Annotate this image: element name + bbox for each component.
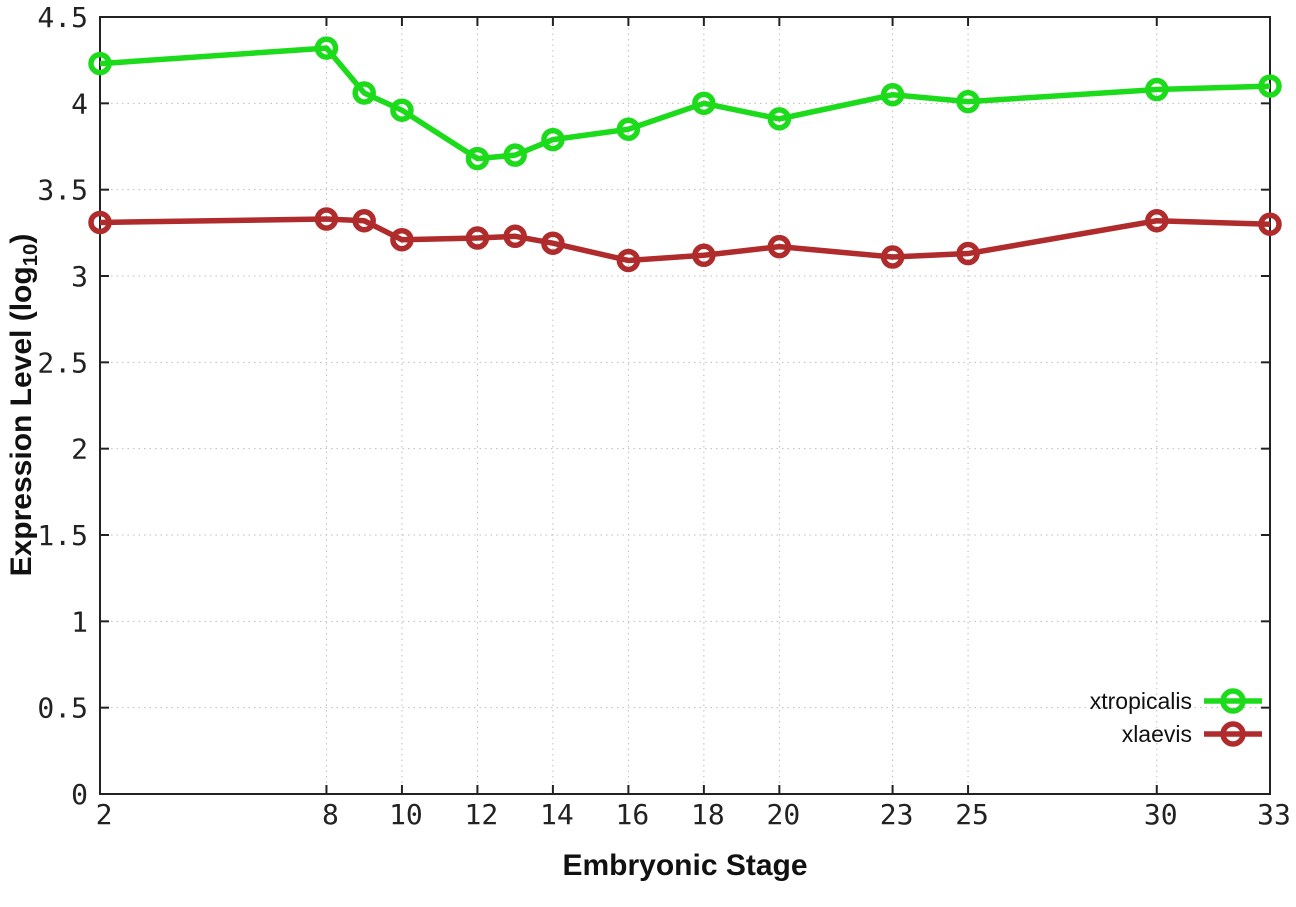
legend-item-xtropicalis: xtropicalis — [1090, 688, 1262, 714]
data-point-marker — [465, 146, 490, 171]
data-point-marker — [767, 107, 792, 131]
y-tick-label: 4.5 — [37, 1, 88, 34]
tick-marks — [99, 16, 1271, 795]
y-tick-label: 3.5 — [37, 174, 88, 207]
x-tick-label: 30 — [1144, 798, 1178, 831]
data-point-marker — [880, 245, 905, 269]
series-xtropicalis — [88, 36, 1282, 171]
x-tick-label: 33 — [1257, 798, 1291, 831]
x-tick-label: 23 — [880, 798, 914, 831]
data-point-marker — [541, 231, 565, 255]
data-point-marker — [1258, 212, 1282, 236]
data-point-marker — [390, 227, 414, 252]
y-tick-label: 3 — [71, 260, 88, 293]
legend-label: xlaevis — [1122, 721, 1192, 747]
legend: xtropicalis xlaevis — [1090, 688, 1262, 747]
data-point-marker — [880, 82, 905, 107]
data-point-marker — [503, 143, 527, 167]
y-tick-label: 1.5 — [37, 519, 88, 552]
y-tick-label: 1 — [71, 605, 88, 638]
gridlines — [100, 17, 1270, 794]
data-point-marker — [767, 234, 792, 259]
x-tick-label: 12 — [465, 798, 499, 831]
data-point-marker — [503, 224, 527, 249]
series-xlaevis — [88, 207, 1282, 273]
data-point-marker — [1145, 77, 1169, 102]
data-point-marker — [352, 208, 376, 233]
plot-border — [99, 16, 1271, 795]
y-axis-title-main: Expression Level (log — [5, 266, 38, 577]
legend-marker-sample — [1220, 721, 1246, 747]
data-point-marker — [465, 226, 490, 250]
x-tick-labels: 2 8 10 12 14 16 18 20 23 25 30 33 — [96, 798, 1291, 831]
data-point-marker — [956, 241, 980, 266]
legend-marker-sample — [1220, 688, 1246, 714]
x-tick-label: 10 — [389, 798, 423, 831]
x-axis-title: Embryonic Stage — [562, 849, 808, 882]
y-tick-label: 2.5 — [37, 346, 88, 379]
x-tick-label: 2 — [96, 798, 113, 831]
data-point-marker — [88, 51, 112, 76]
data-point-marker — [956, 89, 980, 114]
y-axis-title: Expression Level (log10) — [5, 234, 43, 577]
data-point-marker — [616, 117, 641, 141]
data-point-marker — [1258, 74, 1282, 98]
data-point-marker — [1145, 208, 1169, 233]
y-tick-label: 4 — [71, 87, 88, 120]
x-tick-label: 16 — [616, 798, 650, 831]
legend-label: xtropicalis — [1090, 688, 1192, 714]
data-point-marker — [616, 248, 641, 273]
data-point-marker — [390, 98, 414, 122]
data-point-marker — [314, 36, 339, 60]
x-tick-label: 8 — [322, 798, 339, 831]
y-axis-title-subscript: 10 — [20, 243, 42, 267]
y-tick-labels: 0 0.5 1 1.5 2 2.5 3 3.5 4 4.5 — [37, 1, 88, 811]
x-tick-label: 25 — [955, 798, 989, 831]
data-point-marker — [88, 210, 112, 235]
y-tick-label: 0.5 — [37, 692, 88, 725]
data-point-marker — [314, 207, 339, 231]
y-tick-label: 0 — [71, 778, 88, 811]
data-point-marker — [541, 127, 565, 152]
legend-item-xlaevis: xlaevis — [1122, 721, 1262, 747]
data-point-marker — [692, 91, 716, 116]
x-tick-label: 20 — [766, 798, 800, 831]
data-point-marker — [692, 243, 716, 268]
y-axis-title-end: ) — [5, 233, 38, 244]
x-tick-label: 14 — [540, 798, 574, 831]
x-tick-label: 18 — [691, 798, 725, 831]
y-tick-label: 2 — [71, 433, 88, 466]
data-point-marker — [352, 81, 376, 105]
